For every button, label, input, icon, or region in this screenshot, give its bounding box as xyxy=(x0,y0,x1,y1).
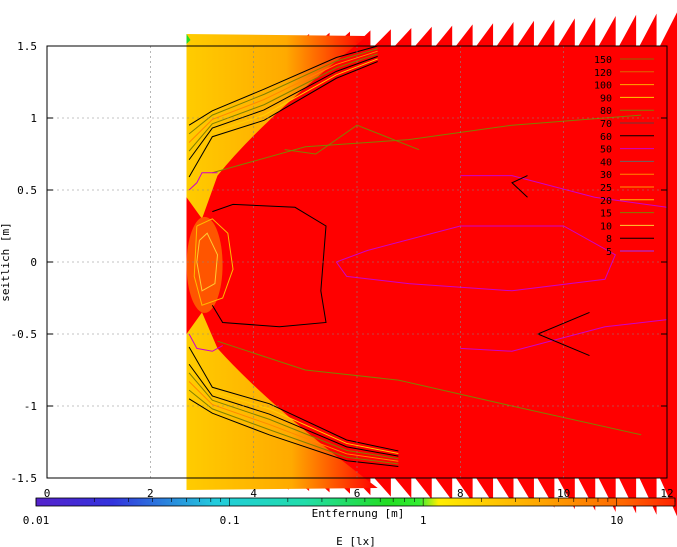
legend-entry-label: 50 xyxy=(600,145,612,156)
legend-entry-label: 80 xyxy=(600,106,612,117)
legend-entry-label: 10 xyxy=(600,221,612,232)
near-field-upper xyxy=(186,34,368,219)
legend-entry-label: 150 xyxy=(594,55,612,66)
legend-entry-label: 70 xyxy=(600,119,612,130)
contour-lobe-10 xyxy=(196,232,219,292)
contour-lower-50 xyxy=(460,319,668,352)
contour-lower-fan xyxy=(188,389,399,465)
contour-lower-fan xyxy=(188,363,399,457)
colorbar: 0.01 0.1 1 10 xyxy=(23,497,676,527)
x-tick-label: 2 xyxy=(147,487,154,500)
y-tick-label: 0.5 xyxy=(17,184,37,197)
contour-upper-fan xyxy=(188,48,378,135)
legend-entry-label: 25 xyxy=(600,183,612,194)
contour-lower-band xyxy=(217,340,642,436)
near-field-core xyxy=(186,216,223,313)
colorbar-label: E [lx] xyxy=(336,535,376,547)
contour-lower-fan xyxy=(188,346,399,452)
x-tick-label: 8 xyxy=(457,487,464,500)
x-tick-label: 6 xyxy=(354,487,361,500)
legend-entry-label: 100 xyxy=(594,81,612,92)
y-tick-label: 0 xyxy=(30,256,37,269)
contour-lobe-20 xyxy=(193,218,234,306)
contour-near-50-lower xyxy=(188,333,223,352)
contour-upper-50 xyxy=(460,175,668,208)
colorbar-tick-label: 10 xyxy=(610,514,623,527)
contour-center-50 xyxy=(335,225,616,292)
y-tick-label: -1 xyxy=(24,400,37,413)
contour-upper-band xyxy=(212,114,642,174)
contour-upper-fan xyxy=(188,58,378,169)
contour-upper-lobe xyxy=(284,124,420,155)
contour-lines xyxy=(188,45,668,467)
colorbar-tick-label: 0.1 xyxy=(220,514,240,527)
legend-entry-label: 30 xyxy=(600,170,612,181)
x-axis-ticks: 0 2 4 6 8 10 12 xyxy=(44,487,674,500)
colorbar-gradient xyxy=(35,497,676,507)
contour-upper-fan xyxy=(188,55,378,161)
contour-near-50 xyxy=(188,172,218,191)
legend-entry-label: 90 xyxy=(600,93,612,104)
y-tick-label: 1 xyxy=(30,112,37,125)
x-tick-label: 10 xyxy=(557,487,570,500)
contour-upper-fan xyxy=(188,61,378,178)
legend-entry-label: 20 xyxy=(600,196,612,207)
field-corner-green xyxy=(186,34,191,44)
contour-lower-fan xyxy=(188,398,399,467)
x-tick-label: 0 xyxy=(44,487,51,500)
contour-upper-fan xyxy=(188,53,378,152)
y-tick-label: 1.5 xyxy=(17,40,37,53)
legend-entry-label: 120 xyxy=(594,68,612,79)
colorbar-tick-label: 0.01 xyxy=(23,514,50,527)
legend-entry-label: 40 xyxy=(600,157,612,168)
legend-entry-label: 60 xyxy=(600,132,612,143)
y-tick-label: -1.5 xyxy=(11,472,38,485)
near-field-lower xyxy=(186,312,378,490)
x-tick-label: 4 xyxy=(250,487,257,500)
y-axis-ticks: 1.5 1 0.5 0 -0.5 -1 -1.5 xyxy=(11,40,667,485)
contour-lower-fan xyxy=(188,381,399,462)
legend-entry-label: 5 xyxy=(606,247,612,258)
colorbar-tick-label: 1 xyxy=(420,514,427,527)
contour-notch-upper xyxy=(511,175,528,198)
x-axis-label: Entfernung [m] xyxy=(312,507,405,520)
grid xyxy=(47,46,667,478)
y-tick-label: -0.5 xyxy=(11,328,38,341)
contour-upper-fan xyxy=(188,50,378,143)
legend-entry-label: 15 xyxy=(600,209,612,220)
contour-lower-fan xyxy=(188,355,399,455)
contour-lower-fan xyxy=(188,372,399,460)
contour-lobe-60 xyxy=(211,203,327,328)
x-tick-label: 12 xyxy=(660,487,673,500)
contour-upper-fan xyxy=(188,45,378,126)
y-axis-label: seitlich [m] xyxy=(0,222,12,301)
legend-entry-label: 8 xyxy=(606,234,612,245)
